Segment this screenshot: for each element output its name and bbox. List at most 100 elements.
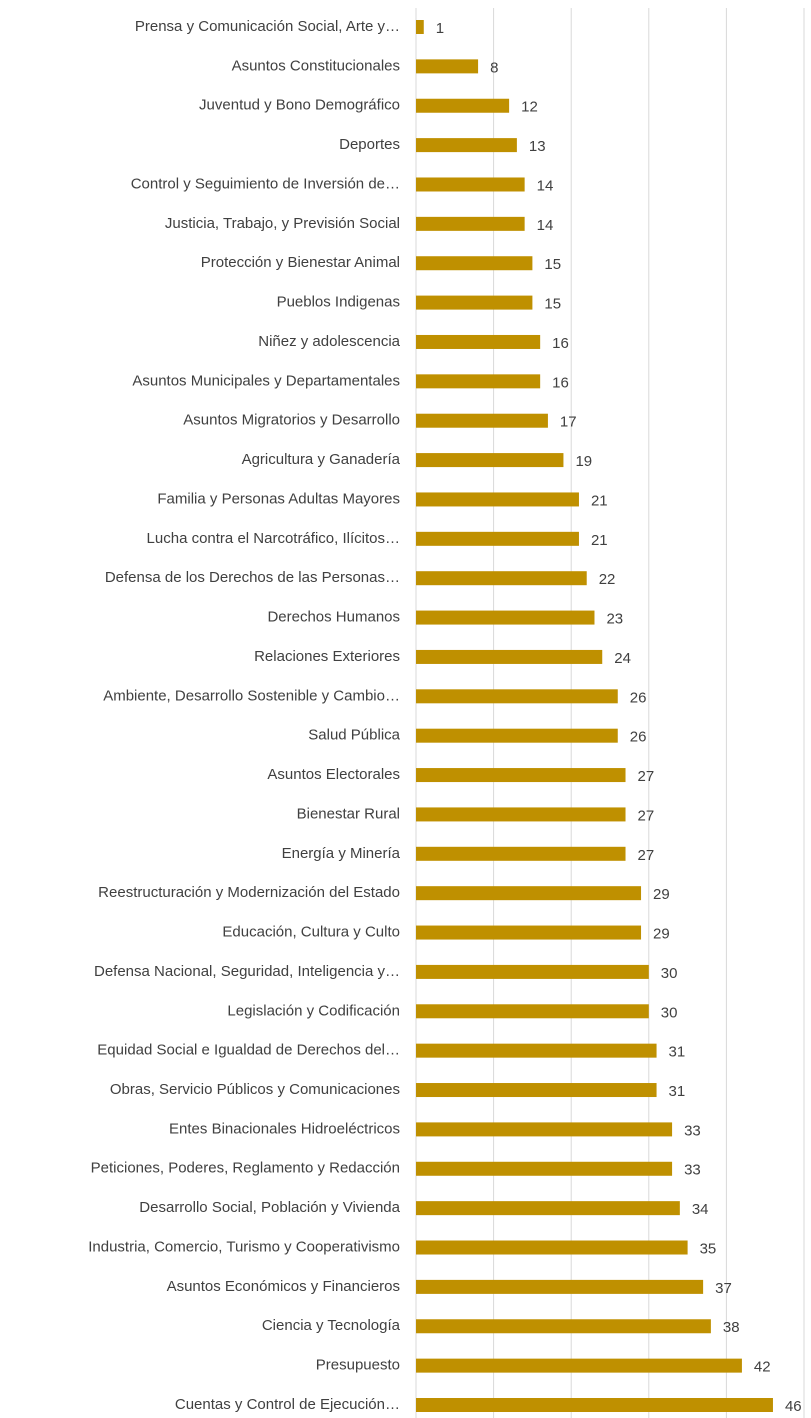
bar <box>416 1398 773 1412</box>
value-label: 22 <box>599 571 616 588</box>
value-label: 30 <box>661 1004 678 1021</box>
value-label: 35 <box>700 1240 717 1257</box>
bar <box>416 98 510 113</box>
bar <box>416 334 541 349</box>
value-label: 27 <box>638 807 655 824</box>
value-label: 8 <box>490 59 498 76</box>
bar <box>416 728 618 743</box>
y-tick-label: Peticiones, Poderes, Reglamento y Redacc… <box>91 1160 400 1177</box>
value-label: 31 <box>669 1044 686 1061</box>
bar <box>416 1083 657 1098</box>
bar <box>416 1043 657 1058</box>
bar <box>416 59 479 74</box>
y-tick-label: Energía y Minería <box>282 845 401 862</box>
value-label: 34 <box>692 1201 709 1218</box>
value-label: 26 <box>630 689 647 706</box>
value-label: 42 <box>754 1359 771 1376</box>
y-tick-label: Relaciones Exteriores <box>254 648 400 665</box>
value-label: 29 <box>653 886 670 903</box>
value-label: 33 <box>684 1122 701 1139</box>
bar <box>416 768 626 783</box>
y-tick-label: Defensa Nacional, Seguridad, Inteligenci… <box>94 963 400 980</box>
y-tick-label: Protección y Bienestar Animal <box>201 254 400 271</box>
bar <box>416 610 595 625</box>
bar <box>416 846 626 861</box>
y-tick-label: Justicia, Trabajo, y Previsión Social <box>165 215 400 232</box>
y-tick-label: Prensa y Comunicación Social, Arte y… <box>135 18 400 35</box>
bar <box>416 1240 688 1255</box>
y-tick-label: Ciencia y Tecnología <box>262 1317 401 1334</box>
value-label: 21 <box>591 532 608 549</box>
bar <box>416 1122 673 1137</box>
bar <box>416 531 579 546</box>
y-tick-label: Presupuesto <box>316 1357 400 1374</box>
y-tick-label: Desarrollo Social, Población y Vivienda <box>139 1199 400 1216</box>
bar <box>416 453 564 468</box>
value-label: 26 <box>630 729 647 746</box>
y-tick-label: Niñez y adolescencia <box>258 333 400 350</box>
bar <box>416 216 525 231</box>
value-label: 31 <box>669 1083 686 1100</box>
value-label: 19 <box>575 453 592 470</box>
y-tick-label: Legislación y Codificación <box>227 1002 400 1019</box>
value-label: 13 <box>529 138 546 155</box>
value-label: 23 <box>606 611 623 628</box>
value-label: 21 <box>591 492 608 509</box>
bar <box>416 374 541 389</box>
bar <box>416 295 533 310</box>
y-tick-label: Entes Binacionales Hidroeléctricos <box>169 1120 400 1137</box>
y-tick-label: Obras, Servicio Públicos y Comunicacione… <box>110 1081 400 1098</box>
value-label: 15 <box>544 296 561 313</box>
y-tick-label: Deportes <box>339 136 400 153</box>
bar <box>416 492 579 507</box>
y-tick-label: Defensa de los Derechos de las Personas… <box>105 569 400 586</box>
y-tick-label: Reestructuración y Modernización del Est… <box>98 884 400 901</box>
value-label: 16 <box>552 335 569 352</box>
y-tick-label: Equidad Social e Igualdad de Derechos de… <box>97 1042 400 1059</box>
y-tick-label: Familia y Personas Adultas Mayores <box>157 490 400 507</box>
bar <box>416 1358 742 1373</box>
y-tick-label: Salud Pública <box>308 727 400 744</box>
bar <box>416 925 642 940</box>
value-label: 38 <box>723 1319 740 1336</box>
y-tick-label: Educación, Cultura y Culto <box>222 924 400 941</box>
value-label: 37 <box>715 1280 732 1297</box>
value-label: 33 <box>684 1162 701 1179</box>
bar <box>416 20 424 34</box>
value-label: 27 <box>638 847 655 864</box>
value-label: 29 <box>653 926 670 943</box>
value-label: 46 <box>785 1398 802 1415</box>
bar <box>416 649 603 664</box>
value-label: 1 <box>436 20 444 37</box>
value-label: 14 <box>537 177 554 194</box>
y-tick-label: Industria, Comercio, Turismo y Cooperati… <box>88 1238 400 1255</box>
value-label: 14 <box>537 217 554 234</box>
y-tick-label: Agricultura y Ganadería <box>242 451 401 468</box>
y-tick-label: Asuntos Municipales y Departamentales <box>132 372 400 389</box>
value-label: 17 <box>560 414 577 431</box>
bar <box>416 413 548 428</box>
value-label: 24 <box>614 650 631 667</box>
bar <box>416 1004 649 1019</box>
bar <box>416 177 525 192</box>
y-tick-label: Asuntos Electorales <box>267 766 400 783</box>
y-tick-label: Control y Seguimiento de Inversión de… <box>131 175 400 192</box>
bar <box>416 571 587 586</box>
y-tick-label: Derechos Humanos <box>267 609 400 626</box>
y-tick-label: Juventud y Bono Demográfico <box>199 97 400 114</box>
value-label: 27 <box>638 768 655 785</box>
value-label: 30 <box>661 965 678 982</box>
y-tick-label: Ambiente, Desarrollo Sostenible y Cambio… <box>103 687 400 704</box>
value-label: 15 <box>544 256 561 273</box>
value-label: 16 <box>552 374 569 391</box>
y-tick-label: Bienestar Rural <box>297 805 400 822</box>
bar <box>416 1279 704 1294</box>
y-tick-label: Pueblos Indigenas <box>277 294 400 311</box>
bar <box>416 256 533 271</box>
y-tick-label: Asuntos Constitucionales <box>232 57 400 74</box>
y-tick-label: Asuntos Migratorios y Desarrollo <box>183 412 400 429</box>
y-tick-label: Cuentas y Control de Ejecución… <box>175 1396 400 1413</box>
bar <box>416 807 626 822</box>
